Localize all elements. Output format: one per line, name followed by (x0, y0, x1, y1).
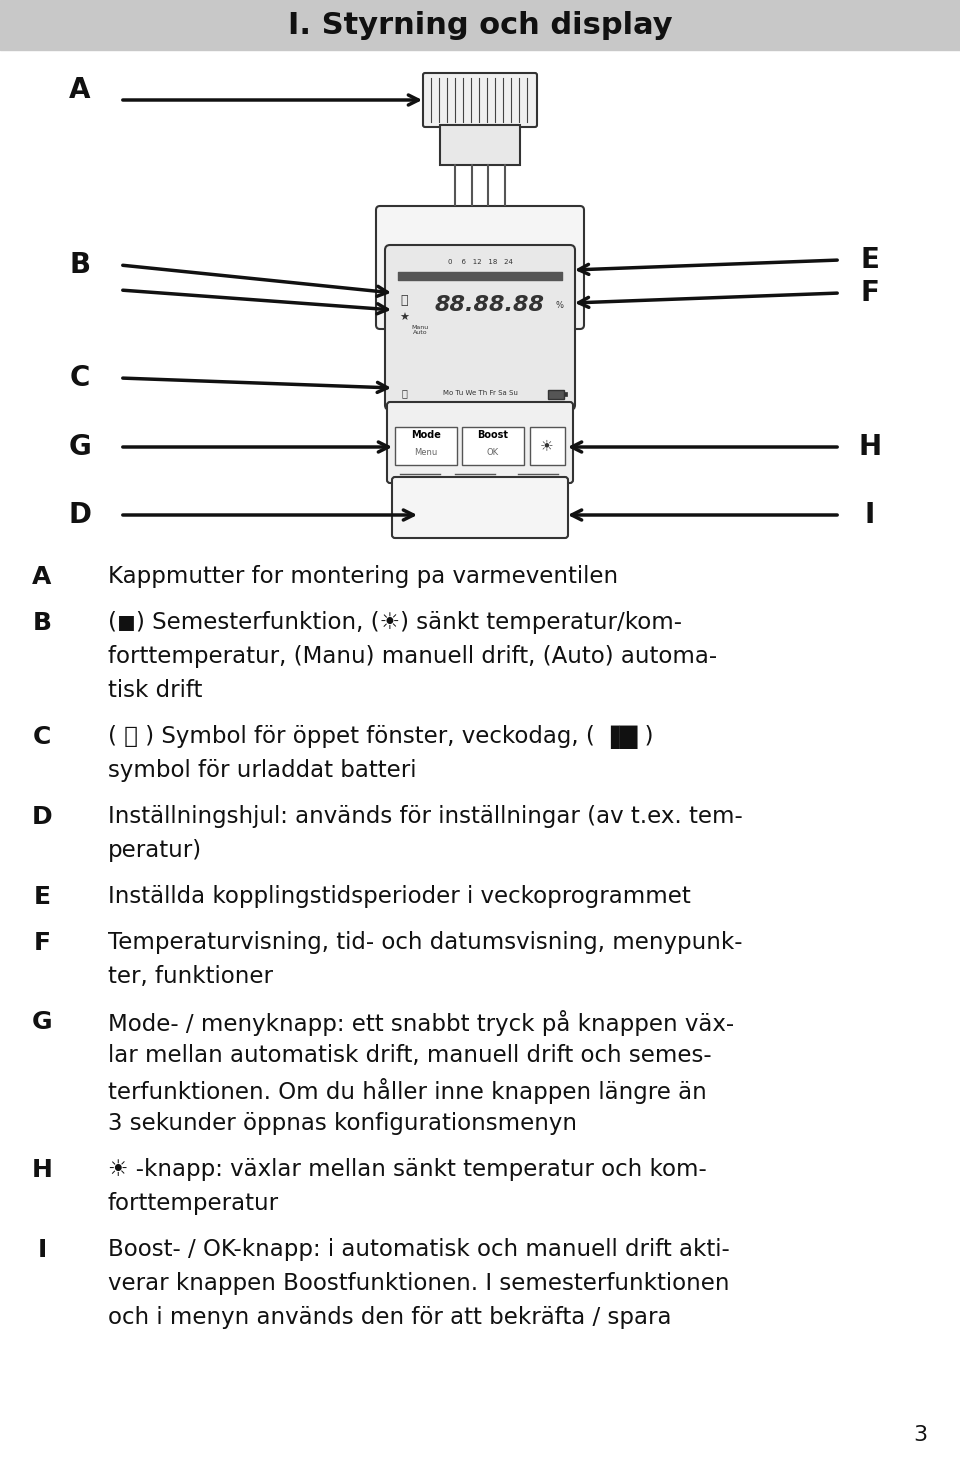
Text: Mode- / menyknapp: ett snabbt tryck på knappen väx-: Mode- / menyknapp: ett snabbt tryck på k… (108, 1011, 734, 1036)
Text: B: B (69, 251, 90, 278)
Text: I. Styrning och display: I. Styrning och display (288, 10, 672, 40)
Text: A: A (69, 76, 91, 104)
Text: G: G (32, 1011, 52, 1034)
Bar (395, 426, 457, 464)
FancyBboxPatch shape (423, 73, 537, 127)
Text: Manu
Auto: Manu Auto (412, 325, 428, 335)
Text: Menu: Menu (415, 447, 438, 457)
Text: verar knappen Boostfunktionen. I semesterfunktionen: verar knappen Boostfunktionen. I semeste… (108, 1272, 730, 1295)
Text: ( ⧉ ) Symbol för öppet fönster, veckodag, ( ▐█ ): ( ⧉ ) Symbol för öppet fönster, veckodag… (108, 725, 654, 749)
Text: ☀: ☀ (540, 438, 554, 454)
Text: ter, funktioner: ter, funktioner (108, 964, 273, 987)
Bar (530, 426, 565, 464)
Text: terfunktionen. Om du håller inne knappen längre än: terfunktionen. Om du håller inne knappen… (108, 1078, 707, 1105)
FancyBboxPatch shape (376, 207, 584, 330)
Text: OK: OK (487, 447, 499, 457)
Text: symbol för urladdat batteri: symbol för urladdat batteri (108, 759, 417, 782)
Text: D: D (32, 804, 52, 829)
Text: forttemperatur, (Manu) manuell drift, (Auto) automa-: forttemperatur, (Manu) manuell drift, (A… (108, 645, 717, 668)
Text: H: H (32, 1159, 53, 1182)
Text: 3 sekunder öppnas konfigurationsmenyn: 3 sekunder öppnas konfigurationsmenyn (108, 1112, 577, 1135)
FancyBboxPatch shape (392, 478, 568, 538)
FancyBboxPatch shape (385, 245, 575, 410)
Text: lar mellan automatisk drift, manuell drift och semes-: lar mellan automatisk drift, manuell dri… (108, 1045, 711, 1068)
Text: A: A (33, 565, 52, 589)
Text: C: C (33, 725, 51, 749)
Text: 88.88.88: 88.88.88 (435, 294, 545, 315)
Text: I: I (865, 501, 876, 529)
Text: tisk drift: tisk drift (108, 678, 203, 702)
Text: 0    6   12   18   24: 0 6 12 18 24 (447, 259, 513, 265)
Bar (548, 390, 564, 398)
Text: Kappmutter for montering pa varmeventilen: Kappmutter for montering pa varmeventile… (108, 565, 618, 587)
Text: Boost: Boost (477, 431, 509, 440)
Text: peratur): peratur) (108, 838, 203, 861)
Text: I: I (37, 1238, 47, 1263)
Text: ★: ★ (399, 314, 409, 322)
Text: Inställningshjul: används för inställningar (av t.ex. tem-: Inställningshjul: används för inställnin… (108, 804, 743, 828)
Text: forttemperatur: forttemperatur (108, 1193, 279, 1216)
FancyBboxPatch shape (387, 401, 573, 483)
Text: Mode: Mode (411, 431, 441, 440)
Text: (◼︎) Semesterfunktion, (☀) sänkt temperatur/kom-: (◼︎) Semesterfunktion, (☀) sänkt tempera… (108, 611, 682, 634)
Text: E: E (34, 885, 51, 908)
Bar (462, 426, 524, 464)
Text: H: H (858, 434, 881, 461)
Text: E: E (860, 246, 879, 274)
Text: 3: 3 (913, 1425, 927, 1444)
Text: Mo Tu We Th Fr Sa Su: Mo Tu We Th Fr Sa Su (443, 390, 517, 396)
Bar (0, 0, 960, 50)
Text: Temperaturvisning, tid- och datumsvisning, menypunk-: Temperaturvisning, tid- och datumsvisnin… (108, 930, 742, 954)
Text: D: D (68, 501, 91, 529)
Text: ☀ -knapp: växlar mellan sänkt temperatur och kom-: ☀ -knapp: växlar mellan sänkt temperatur… (108, 1159, 707, 1181)
Text: G: G (68, 434, 91, 461)
Bar (564, 393, 567, 396)
Text: C: C (70, 363, 90, 393)
Text: F: F (860, 278, 879, 308)
Text: och i menyn används den för att bekräfta / spara: och i menyn används den för att bekräfta… (108, 1307, 671, 1329)
Text: ⧉: ⧉ (401, 388, 407, 398)
Text: Inställda kopplingstidsperioder i veckoprogrammet: Inställda kopplingstidsperioder i veckop… (108, 885, 691, 908)
Text: %: % (556, 300, 564, 309)
Text: B: B (33, 611, 52, 634)
Bar (440, 125, 520, 166)
Text: ⚿: ⚿ (400, 293, 408, 306)
Text: Boost- / OK-knapp: i automatisk och manuell drift akti-: Boost- / OK-knapp: i automatisk och manu… (108, 1238, 730, 1261)
Text: F: F (34, 930, 51, 955)
